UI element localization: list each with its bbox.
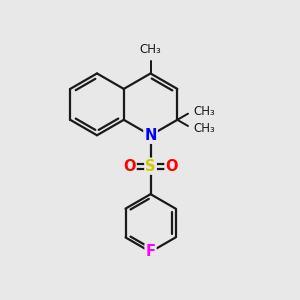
- Text: CH₃: CH₃: [140, 43, 161, 56]
- Text: O: O: [166, 159, 178, 174]
- Text: S: S: [145, 159, 156, 174]
- Text: CH₃: CH₃: [193, 105, 215, 118]
- Text: O: O: [123, 159, 136, 174]
- Text: F: F: [146, 244, 155, 260]
- Text: CH₃: CH₃: [193, 122, 215, 135]
- Text: N: N: [144, 128, 157, 143]
